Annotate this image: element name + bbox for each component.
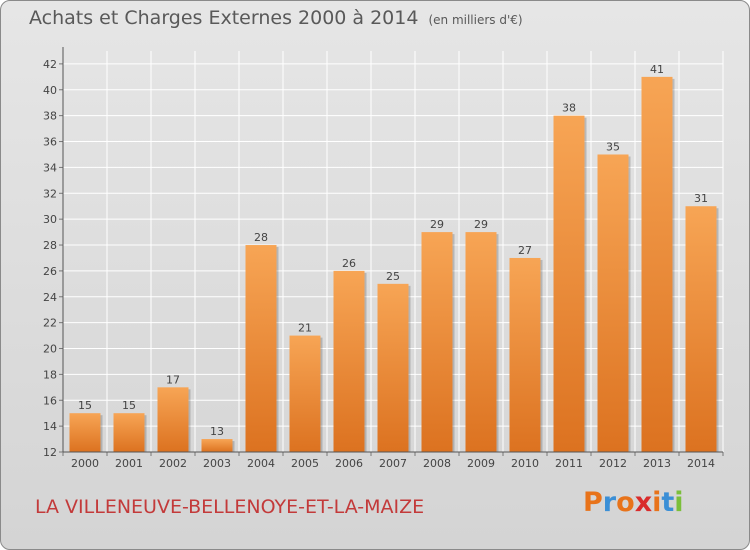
y-tick-label: 40 (43, 84, 57, 97)
bar-value-label: 15 (122, 399, 136, 412)
x-tick-label: 2014 (687, 457, 715, 470)
x-tick-label: 2000 (71, 457, 99, 470)
bar (641, 76, 673, 452)
x-tick-label: 2004 (247, 457, 275, 470)
y-tick-label: 24 (43, 291, 57, 304)
bar-value-label: 31 (694, 192, 708, 205)
logo-letter: i (674, 487, 684, 518)
bar-value-label: 15 (78, 399, 92, 412)
bar (685, 206, 717, 452)
logo-letter: r (602, 487, 617, 518)
bar (201, 439, 233, 452)
bar (553, 115, 585, 452)
x-tick-label: 2009 (467, 457, 495, 470)
bar (333, 270, 365, 452)
y-tick-label: 32 (43, 187, 57, 200)
y-tick-label: 42 (43, 58, 57, 71)
bars: 15 15 17 13 28 21 26 25 29 29 27 38 35 41 31 (69, 63, 719, 452)
bar (597, 154, 629, 452)
y-tick-label: 12 (43, 446, 57, 459)
bar (289, 335, 321, 452)
y-tick-label: 26 (43, 265, 57, 278)
y-tick-label: 30 (43, 213, 57, 226)
proxiti-logo[interactable]: Proxiti (583, 487, 684, 518)
bar-value-label: 41 (650, 63, 664, 76)
bar-value-label: 29 (474, 218, 488, 231)
y-tick-label: 20 (43, 343, 57, 356)
logo-letter: t (661, 487, 675, 518)
logo-letter: o (616, 487, 635, 518)
bar-value-label: 21 (298, 322, 312, 335)
bar (157, 387, 189, 452)
y-tick-label: 16 (43, 394, 57, 407)
y-tick-label: 18 (43, 368, 57, 381)
y-tick-label: 34 (43, 161, 57, 174)
bar-value-label: 17 (166, 373, 180, 386)
bar-value-label: 25 (386, 270, 400, 283)
chart-subtitle: (en milliers d'€) (428, 13, 523, 27)
bar (509, 257, 541, 452)
x-tick-label: 2013 (643, 457, 671, 470)
bar-value-label: 26 (342, 257, 356, 270)
x-tick-label: 2008 (423, 457, 451, 470)
logo-letter: P (583, 487, 603, 518)
x-tick-label: 2001 (115, 457, 143, 470)
bar-value-label: 35 (606, 140, 620, 153)
x-tick-label: 2007 (379, 457, 407, 470)
bar-value-label: 29 (430, 218, 444, 231)
x-tick-label: 2012 (599, 457, 627, 470)
x-tick-label: 2010 (511, 457, 539, 470)
x-tick-label: 2011 (555, 457, 583, 470)
x-tick-label: 2002 (159, 457, 187, 470)
bar (377, 283, 409, 452)
logo-letter: x (634, 487, 653, 518)
y-tick-label: 14 (43, 420, 57, 433)
y-tick-label: 36 (43, 136, 57, 149)
title-text: Achats et Charges Externes 2000 à 2014 (29, 7, 419, 29)
x-tick-label: 2005 (291, 457, 319, 470)
axes: 12 14 16 18 20 22 24 26 28 30 32 34 36 38 40 42 2000 2001… (43, 47, 724, 470)
x-tick-label: 2003 (203, 457, 231, 470)
bar-value-label: 27 (518, 244, 532, 257)
bar (245, 245, 277, 452)
x-tick-label: 2006 (335, 457, 363, 470)
bar-value-label: 28 (254, 231, 268, 244)
bar-value-label: 13 (210, 425, 224, 438)
bar (465, 232, 497, 452)
bar (421, 232, 453, 452)
y-tick-label: 38 (43, 110, 57, 123)
y-tick-label: 22 (43, 317, 57, 330)
chart-title: Achats et Charges Externes 2000 à 2014 (e… (29, 7, 523, 29)
bar-value-label: 38 (562, 102, 576, 115)
bar (69, 413, 101, 452)
y-tick-label: 28 (43, 239, 57, 252)
logo-letter: i (652, 487, 662, 518)
commune-name: LA VILLENEUVE-BELLENOYE-ET-LA-MAIZE (35, 496, 425, 518)
bar (113, 413, 145, 452)
